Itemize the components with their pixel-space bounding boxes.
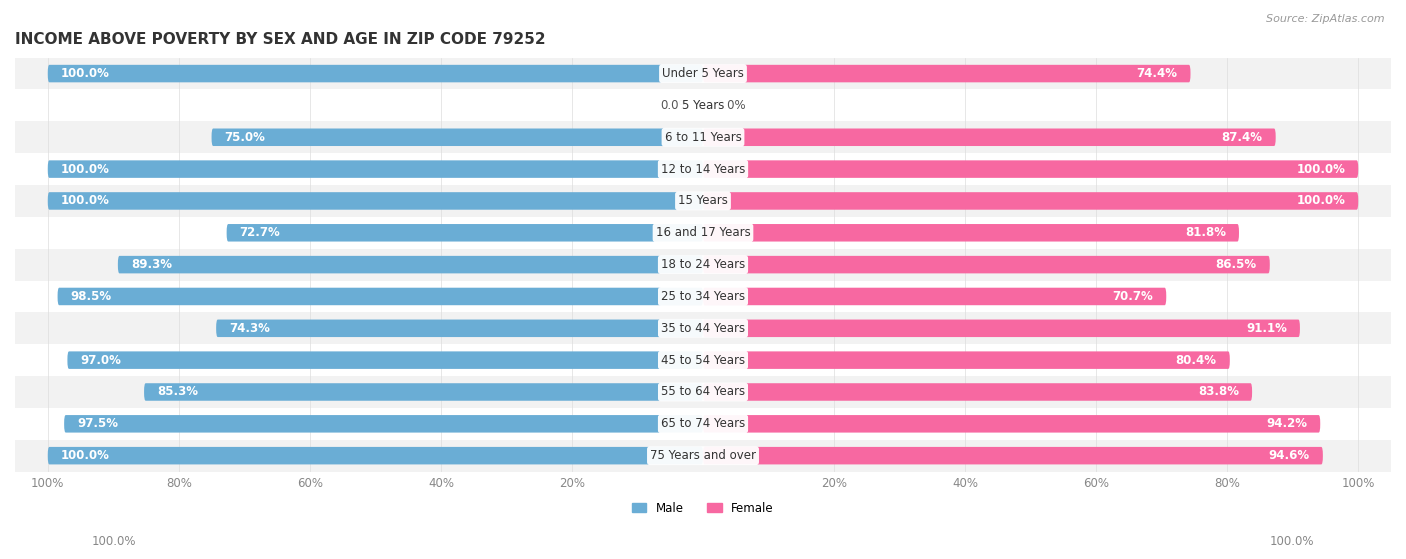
Bar: [15, 217, 1391, 249]
FancyBboxPatch shape: [703, 415, 1320, 433]
FancyBboxPatch shape: [703, 288, 1166, 305]
Text: INCOME ABOVE POVERTY BY SEX AND AGE IN ZIP CODE 79252: INCOME ABOVE POVERTY BY SEX AND AGE IN Z…: [15, 32, 546, 47]
Bar: [15, 408, 1391, 440]
Text: 5 Years: 5 Years: [682, 99, 724, 112]
FancyBboxPatch shape: [211, 129, 703, 146]
Bar: [15, 312, 1391, 344]
Text: 0.0%: 0.0%: [661, 99, 690, 112]
Text: 83.8%: 83.8%: [1198, 386, 1239, 399]
FancyBboxPatch shape: [48, 65, 703, 82]
FancyBboxPatch shape: [65, 415, 703, 433]
Text: 100.0%: 100.0%: [60, 163, 110, 176]
FancyBboxPatch shape: [703, 383, 1253, 401]
Text: 72.7%: 72.7%: [240, 226, 280, 239]
FancyBboxPatch shape: [703, 224, 1239, 241]
Text: 100.0%: 100.0%: [1296, 195, 1346, 207]
Text: 15 Years: 15 Years: [678, 195, 728, 207]
FancyBboxPatch shape: [703, 129, 1275, 146]
FancyBboxPatch shape: [217, 320, 703, 337]
FancyBboxPatch shape: [703, 256, 1270, 273]
FancyBboxPatch shape: [48, 192, 703, 210]
Text: 0.0%: 0.0%: [716, 99, 745, 112]
Text: 75.0%: 75.0%: [225, 131, 266, 144]
FancyBboxPatch shape: [118, 256, 703, 273]
Text: 75 Years and over: 75 Years and over: [650, 449, 756, 462]
Text: 86.5%: 86.5%: [1216, 258, 1257, 271]
Text: 74.4%: 74.4%: [1136, 67, 1177, 80]
Legend: Male, Female: Male, Female: [627, 497, 779, 519]
Text: 98.5%: 98.5%: [70, 290, 112, 303]
Text: 74.3%: 74.3%: [229, 322, 270, 335]
Text: 100.0%: 100.0%: [1296, 163, 1346, 176]
Text: 55 to 64 Years: 55 to 64 Years: [661, 386, 745, 399]
Text: 70.7%: 70.7%: [1112, 290, 1153, 303]
FancyBboxPatch shape: [67, 352, 703, 369]
FancyBboxPatch shape: [703, 160, 1358, 178]
FancyBboxPatch shape: [143, 383, 703, 401]
Bar: [15, 185, 1391, 217]
Text: 6 to 11 Years: 6 to 11 Years: [665, 131, 741, 144]
Text: Under 5 Years: Under 5 Years: [662, 67, 744, 80]
FancyBboxPatch shape: [48, 447, 703, 465]
Bar: [15, 58, 1391, 89]
Text: 87.4%: 87.4%: [1222, 131, 1263, 144]
Text: 81.8%: 81.8%: [1185, 226, 1226, 239]
Text: 18 to 24 Years: 18 to 24 Years: [661, 258, 745, 271]
Text: 25 to 34 Years: 25 to 34 Years: [661, 290, 745, 303]
Bar: [15, 281, 1391, 312]
Text: 97.0%: 97.0%: [80, 354, 121, 367]
Bar: [15, 121, 1391, 153]
Bar: [15, 344, 1391, 376]
Text: 94.2%: 94.2%: [1267, 418, 1308, 430]
Text: 97.5%: 97.5%: [77, 418, 118, 430]
Text: 94.6%: 94.6%: [1268, 449, 1310, 462]
Text: 16 and 17 Years: 16 and 17 Years: [655, 226, 751, 239]
FancyBboxPatch shape: [703, 447, 1323, 465]
Text: 100.0%: 100.0%: [60, 449, 110, 462]
Text: 45 to 54 Years: 45 to 54 Years: [661, 354, 745, 367]
FancyBboxPatch shape: [703, 352, 1230, 369]
Text: 100.0%: 100.0%: [60, 195, 110, 207]
Bar: [15, 249, 1391, 281]
Text: 89.3%: 89.3%: [131, 258, 172, 271]
FancyBboxPatch shape: [48, 160, 703, 178]
Text: 80.4%: 80.4%: [1175, 354, 1216, 367]
FancyBboxPatch shape: [703, 320, 1301, 337]
Text: 35 to 44 Years: 35 to 44 Years: [661, 322, 745, 335]
FancyBboxPatch shape: [58, 288, 703, 305]
Text: 100.0%: 100.0%: [91, 535, 136, 548]
Text: 65 to 74 Years: 65 to 74 Years: [661, 418, 745, 430]
FancyBboxPatch shape: [703, 65, 1191, 82]
Bar: [15, 89, 1391, 121]
Bar: [15, 440, 1391, 472]
Bar: [15, 376, 1391, 408]
Text: 85.3%: 85.3%: [157, 386, 198, 399]
Text: Source: ZipAtlas.com: Source: ZipAtlas.com: [1267, 14, 1385, 24]
Text: 100.0%: 100.0%: [60, 67, 110, 80]
FancyBboxPatch shape: [226, 224, 703, 241]
Text: 100.0%: 100.0%: [1270, 535, 1315, 548]
Text: 91.1%: 91.1%: [1246, 322, 1286, 335]
Bar: [15, 153, 1391, 185]
FancyBboxPatch shape: [703, 192, 1358, 210]
Text: 12 to 14 Years: 12 to 14 Years: [661, 163, 745, 176]
